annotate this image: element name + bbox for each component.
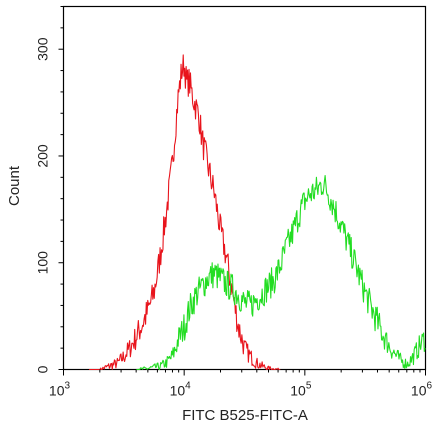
histogram-series-1 xyxy=(89,54,281,371)
x-axis-label: FITC B525-FITC-A xyxy=(182,407,308,424)
y-axis-label: Count xyxy=(6,165,23,206)
series-layer xyxy=(89,54,426,371)
x-tick-label: 103 xyxy=(49,381,71,399)
x-tick-label: 104 xyxy=(170,381,192,399)
y-tick-label: 0 xyxy=(35,365,51,373)
x-tick-label: 106 xyxy=(411,381,433,399)
x-axis: 103 104 105 106 xyxy=(49,369,433,399)
y-tick-label: 300 xyxy=(35,37,51,61)
x-tick-label: 105 xyxy=(290,381,312,399)
histogram-series-2 xyxy=(136,174,426,371)
y-tick-label: 200 xyxy=(35,144,51,168)
y-tick-label: 100 xyxy=(35,251,51,275)
y-axis: 0 100 200 300 xyxy=(35,6,64,373)
plot-frame xyxy=(62,5,427,371)
